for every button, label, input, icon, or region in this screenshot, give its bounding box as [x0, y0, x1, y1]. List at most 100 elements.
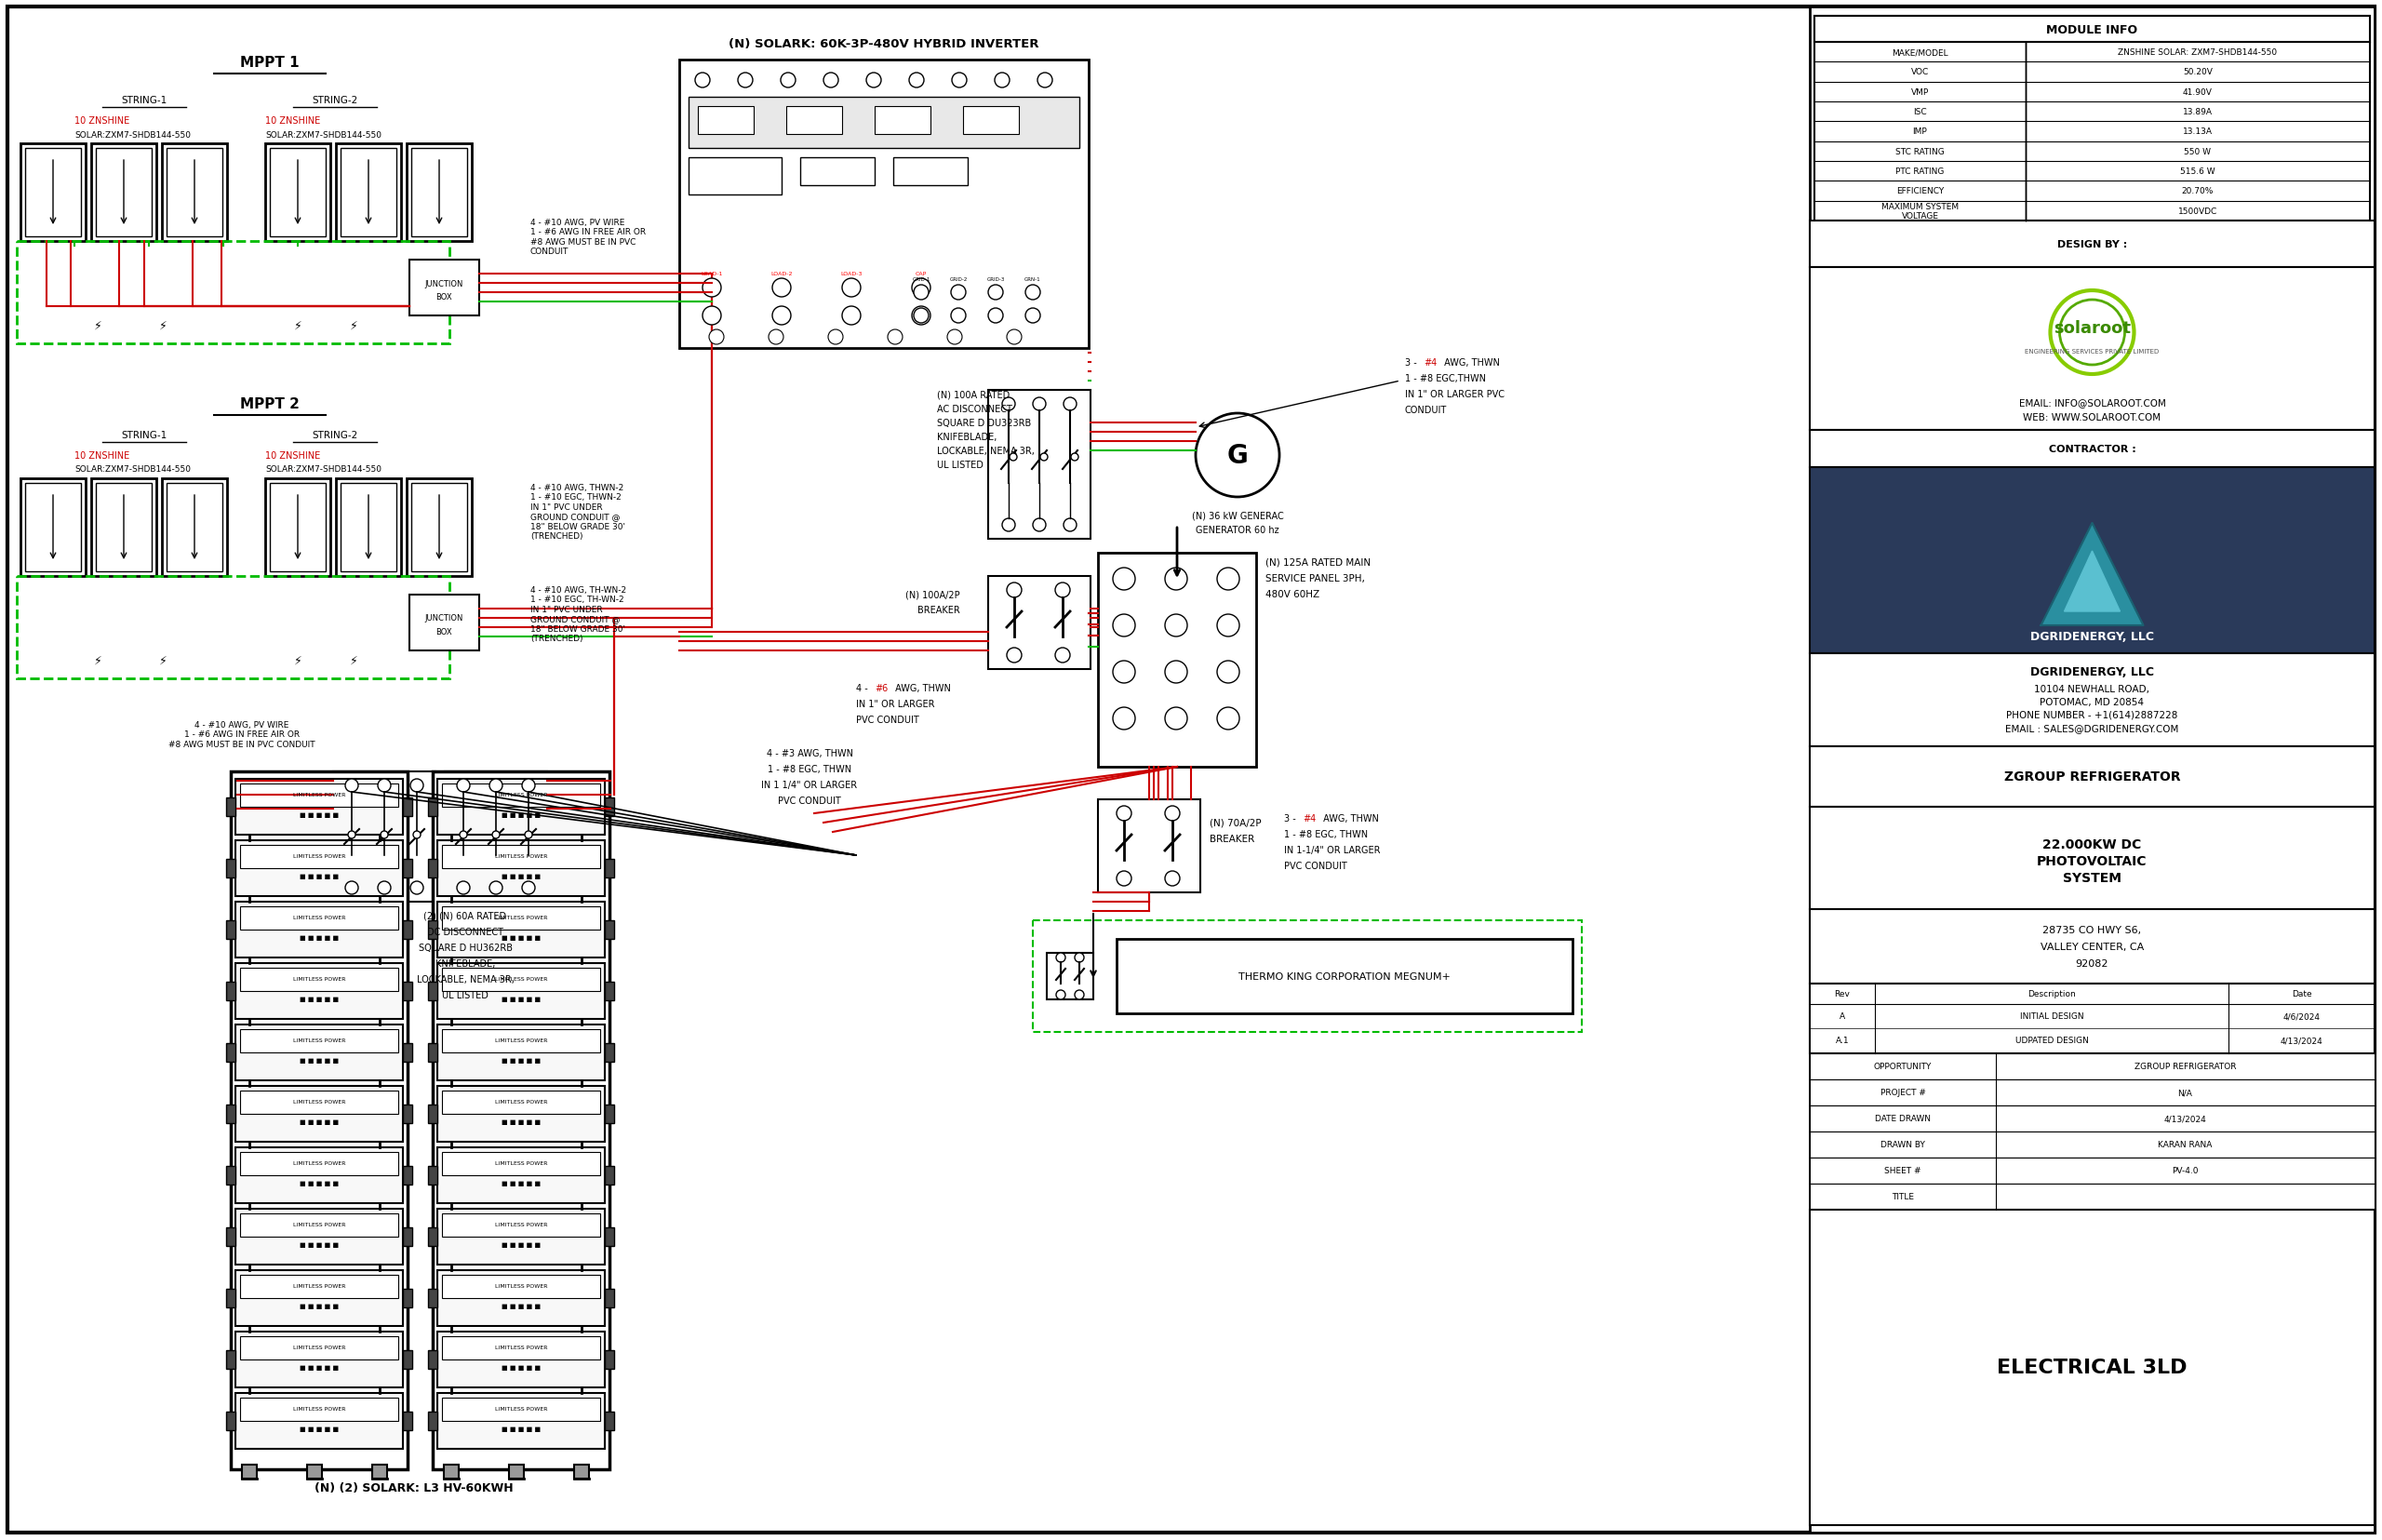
Text: GRID-1: GRID-1: [912, 277, 931, 282]
Text: LIMITLESS POWER: LIMITLESS POWER: [293, 1344, 345, 1351]
Text: DESIGN BY :: DESIGN BY :: [2058, 240, 2127, 249]
Circle shape: [996, 74, 1010, 88]
Text: ■ ■ ■ ■ ■: ■ ■ ■ ■ ■: [503, 1180, 541, 1186]
Text: LOCKABLE, NEMA 3R,: LOCKABLE, NEMA 3R,: [936, 447, 1034, 456]
Text: DGRIDENERGY, LLC: DGRIDENERGY, LLC: [2029, 667, 2153, 679]
Circle shape: [412, 832, 422, 839]
Text: ■ ■ ■ ■ ■: ■ ■ ■ ■ ■: [300, 996, 338, 1001]
Bar: [243, 1465, 257, 1478]
Circle shape: [910, 74, 924, 88]
Circle shape: [1034, 397, 1046, 411]
Text: IN 1" OR LARGER PVC: IN 1" OR LARGER PVC: [1405, 390, 1505, 399]
Text: (N) 125A RATED MAIN: (N) 125A RATED MAIN: [1265, 557, 1370, 567]
Text: LOAD-2: LOAD-2: [772, 273, 793, 277]
Text: #6: #6: [874, 684, 888, 693]
Text: ■ ■ ■ ■ ■: ■ ■ ■ ■ ■: [300, 935, 338, 941]
Text: LIMITLESS POWER: LIMITLESS POWER: [293, 1038, 345, 1043]
Circle shape: [2060, 300, 2125, 365]
Circle shape: [953, 74, 967, 88]
Circle shape: [1062, 397, 1077, 411]
Bar: [1810, 431, 2375, 468]
Bar: [438, 1332, 605, 1388]
Text: ■ ■ ■ ■ ■: ■ ■ ■ ■ ■: [300, 1303, 338, 1309]
Bar: [333, 772, 436, 902]
Text: ■ ■ ■ ■ ■: ■ ■ ■ ■ ■: [503, 1118, 541, 1124]
Text: ■ ■ ■ ■ ■: ■ ■ ■ ■ ■: [300, 1058, 338, 1063]
Bar: [403, 983, 412, 1001]
Bar: [1810, 910, 2375, 984]
Text: 1 - #8 EGC,THWN: 1 - #8 EGC,THWN: [1405, 374, 1486, 383]
Text: 20.70%: 20.70%: [2182, 188, 2213, 196]
Text: 28735 CO HWY S6,: 28735 CO HWY S6,: [2044, 926, 2141, 935]
Circle shape: [912, 279, 931, 297]
Bar: [605, 1412, 615, 1431]
Bar: [241, 784, 398, 807]
Bar: [403, 859, 412, 878]
Text: JUNCTION: JUNCTION: [424, 614, 462, 622]
Text: LIMITLESS POWER: LIMITLESS POWER: [495, 1100, 548, 1104]
Text: ZNSHINE SOLAR: ZXM7-SHDB144-550: ZNSHINE SOLAR: ZXM7-SHDB144-550: [2118, 49, 2277, 57]
Text: 4 - #10 AWG, PV WIRE
1 - #6 AWG IN FREE AIR OR
#8 AWG MUST BE IN PVC
CONDUIT: 4 - #10 AWG, PV WIRE 1 - #6 AWG IN FREE …: [531, 219, 646, 256]
Text: 515.6 W: 515.6 W: [2180, 168, 2215, 176]
Bar: [403, 1412, 412, 1431]
Circle shape: [1055, 648, 1070, 664]
Text: 1 - #8 EGC, THWN: 1 - #8 EGC, THWN: [767, 764, 850, 773]
Circle shape: [843, 279, 860, 297]
Text: BREAKER: BREAKER: [917, 605, 960, 614]
Circle shape: [1074, 953, 1084, 962]
Bar: [241, 1275, 398, 1298]
Text: 3 -: 3 -: [1405, 357, 1420, 368]
Text: 50.20V: 50.20V: [2182, 68, 2213, 77]
Text: PVC CONDUIT: PVC CONDUIT: [779, 796, 841, 805]
Bar: [1810, 1184, 2375, 1210]
Circle shape: [1117, 872, 1131, 885]
Text: VOC: VOC: [1910, 68, 1929, 77]
Text: PHOTOVOLTAIC: PHOTOVOLTAIC: [2037, 855, 2146, 867]
Bar: [341, 149, 395, 237]
Bar: [443, 784, 600, 807]
Bar: [307, 1465, 322, 1478]
Text: LIMITLESS POWER: LIMITLESS POWER: [495, 976, 548, 981]
Bar: [429, 1289, 438, 1307]
Bar: [429, 1412, 438, 1431]
Text: N/A: N/A: [2177, 1089, 2191, 1096]
Bar: [438, 1147, 605, 1203]
Text: IMP: IMP: [1913, 128, 1927, 136]
Text: 3 -: 3 -: [1284, 813, 1298, 822]
Text: GRN-1: GRN-1: [1024, 277, 1041, 282]
Circle shape: [381, 832, 388, 839]
Bar: [1098, 553, 1255, 767]
Text: ISC: ISC: [1913, 108, 1927, 117]
Text: LIMITLESS POWER: LIMITLESS POWER: [293, 1223, 345, 1227]
Bar: [341, 484, 395, 571]
Text: ■ ■ ■ ■ ■: ■ ■ ■ ■ ■: [503, 812, 541, 818]
Text: G: G: [1227, 442, 1248, 468]
Bar: [236, 1024, 403, 1081]
Bar: [438, 779, 605, 835]
Circle shape: [1112, 568, 1136, 590]
Bar: [800, 159, 874, 186]
Text: LIMITLESS POWER: LIMITLESS POWER: [495, 1406, 548, 1411]
Text: UL LISTED: UL LISTED: [443, 990, 488, 999]
Bar: [236, 1086, 403, 1143]
Bar: [1034, 921, 1582, 1032]
Polygon shape: [2065, 551, 2120, 611]
Text: ELECTRICAL 3LD: ELECTRICAL 3LD: [1996, 1358, 2187, 1377]
Text: ■ ■ ■ ■ ■: ■ ■ ■ ■ ■: [300, 1118, 338, 1124]
Circle shape: [1024, 285, 1041, 300]
Circle shape: [1008, 330, 1022, 345]
Circle shape: [1008, 648, 1022, 664]
Text: (N) 100A/2P: (N) 100A/2P: [905, 590, 960, 599]
Circle shape: [1196, 414, 1279, 497]
Bar: [91, 479, 157, 576]
Text: ■ ■ ■ ■ ■: ■ ■ ■ ■ ■: [300, 812, 338, 818]
Bar: [874, 106, 931, 136]
Bar: [688, 159, 781, 196]
Circle shape: [888, 330, 903, 345]
Circle shape: [1117, 807, 1131, 821]
Bar: [679, 60, 1089, 348]
Text: JUNCTION: JUNCTION: [424, 279, 462, 288]
Bar: [91, 145, 157, 242]
Bar: [403, 1166, 412, 1184]
Text: 10 ZNSHINE: 10 ZNSHINE: [74, 451, 129, 460]
